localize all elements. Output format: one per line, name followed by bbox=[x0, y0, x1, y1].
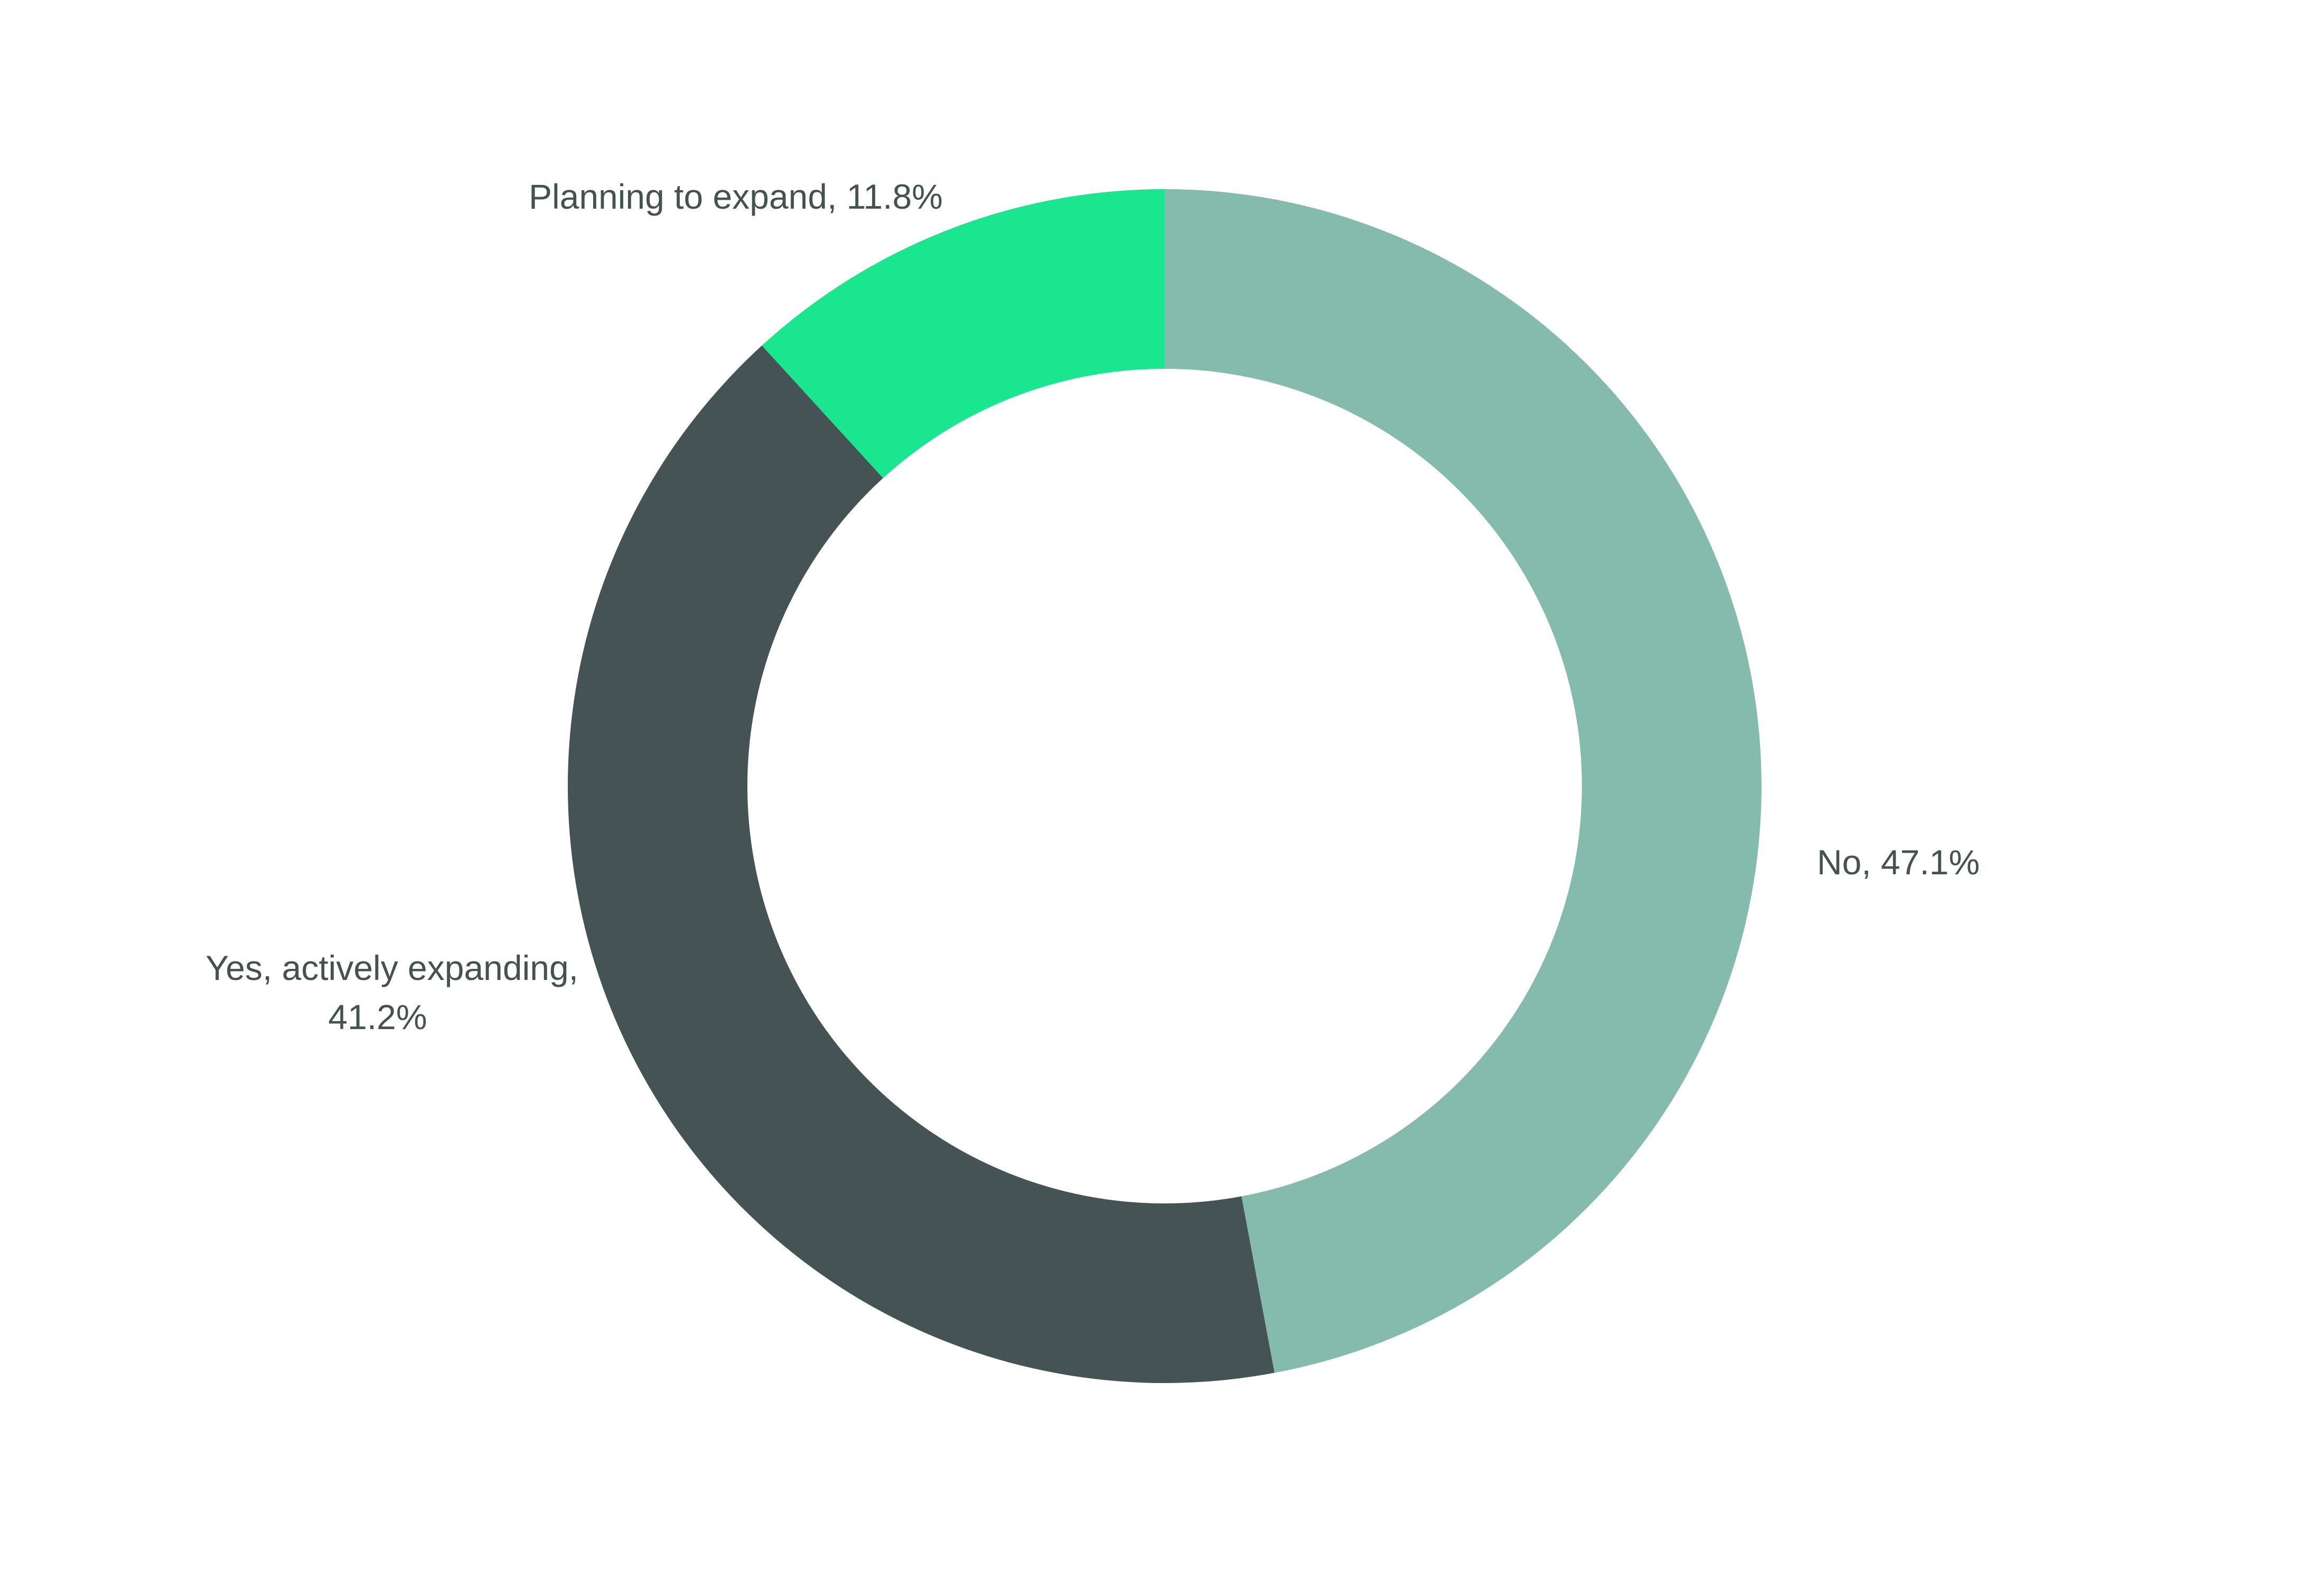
slice-label-yes-actively-expanding: Yes, actively expanding, 41.2% bbox=[205, 948, 578, 1036]
slices-layer bbox=[568, 189, 1761, 1384]
slice-planning-to-expand bbox=[762, 189, 1165, 478]
slice-label-no: No, 47.1% bbox=[1817, 843, 1980, 882]
slice-no bbox=[1165, 189, 1761, 1373]
slice-label-line: Planning to expand, 11.8% bbox=[529, 177, 943, 216]
slice-label-line: 41.2% bbox=[328, 997, 427, 1036]
slice-label-planning-to-expand: Planning to expand, 11.8% bbox=[529, 177, 943, 216]
slice-label-line: Yes, actively expanding, bbox=[205, 948, 578, 987]
slice-yes-actively-expanding bbox=[568, 345, 1275, 1384]
slice-label-line: No, 47.1% bbox=[1817, 843, 1980, 882]
labels-layer: No, 47.1% Yes, actively expanding, 41.2% Pl… bbox=[205, 177, 1980, 1036]
